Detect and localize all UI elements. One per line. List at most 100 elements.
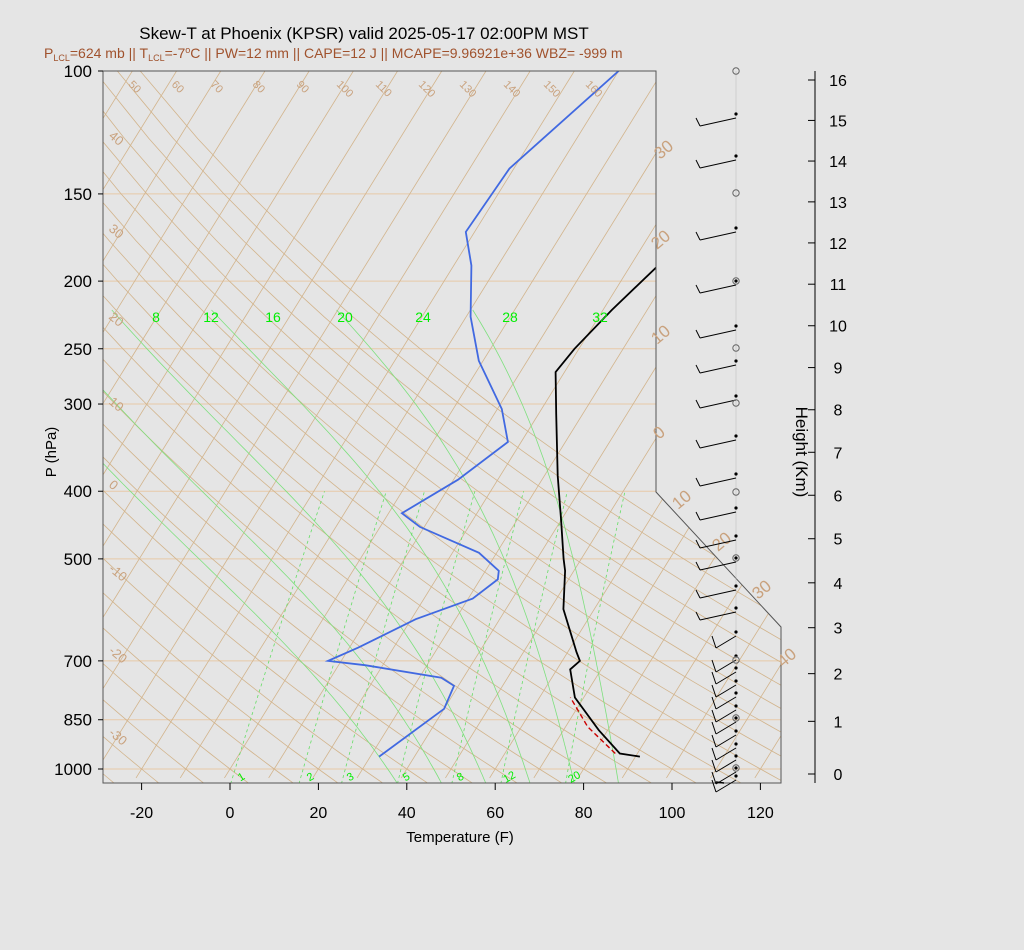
dry-adiabat <box>103 71 654 783</box>
wind-barb <box>699 284 737 294</box>
right-isotherm-label: 0 <box>649 422 668 443</box>
pressure-tick-label: 250 <box>64 340 92 359</box>
wind-barb-flag <box>711 759 717 773</box>
wind-barb-dot <box>734 716 738 720</box>
wind-barb-dot <box>734 394 738 398</box>
wind-calm-circle <box>732 656 740 664</box>
dry-adiabat <box>103 71 609 783</box>
mixing-ratio-label-top: 16 <box>265 309 281 325</box>
dry-adiabat <box>103 71 429 783</box>
pressure-tick-label: 850 <box>64 711 92 730</box>
dry-adiabat-label: 60 <box>169 79 186 96</box>
wind-barb <box>699 539 737 549</box>
wind-barb-flag <box>711 779 717 793</box>
temperature-tick-label: 60 <box>486 805 504 822</box>
isotherm-line <box>103 71 354 779</box>
dry-adiabat-label: 130 <box>457 79 478 100</box>
isotherm-line <box>621 71 781 779</box>
wind-barb-dot <box>734 279 738 283</box>
wind-barb <box>715 779 737 793</box>
wind-calm-circle <box>732 399 740 407</box>
wind-barb <box>715 635 737 649</box>
moist-adiabat <box>103 309 398 783</box>
isotherm-line <box>135 71 575 779</box>
wind-barb-flag <box>695 117 701 127</box>
isotherm-line <box>103 71 487 779</box>
isotherm-line <box>224 71 664 779</box>
wind-barb-flag <box>695 399 701 409</box>
wind-barb-flag <box>711 721 717 735</box>
wind-barb <box>699 589 737 599</box>
pressure-tick-label: 700 <box>64 652 92 671</box>
right-isotherm-label: 20 <box>708 528 735 555</box>
moist-adiabat <box>103 309 443 783</box>
height-tick-label: 12 <box>829 236 847 253</box>
dry-adiabat <box>103 71 743 783</box>
dry-adiabat-label: 140 <box>501 79 522 100</box>
isotherm-label: -30 <box>106 725 130 749</box>
right-isotherm-label: 40 <box>773 644 800 671</box>
isotherm-line <box>103 71 398 779</box>
wind-barb <box>699 439 737 449</box>
height-tick-label: 1 <box>834 714 843 731</box>
dry-adiabat <box>103 71 781 783</box>
mixing-ratio-label-top: 28 <box>502 309 518 325</box>
dry-adiabat <box>103 71 160 783</box>
dry-adiabat-label: 160 <box>583 79 604 100</box>
wind-barb-dot <box>734 359 738 363</box>
wind-barb-dot <box>734 154 738 158</box>
mixing-ratio-line <box>565 491 626 783</box>
wind-barb-flag <box>695 284 701 294</box>
wind-barbs <box>695 67 740 793</box>
wind-calm-circle <box>732 344 740 352</box>
chart-title: Skew-T at Phoenix (KPSR) valid 2025-05-1… <box>139 24 588 43</box>
wind-barb-flag <box>695 589 701 599</box>
moist-adiabat <box>211 309 531 783</box>
wind-barb-flag <box>711 696 717 710</box>
dry-adiabat <box>103 71 295 783</box>
right-isotherm-label: 30 <box>748 576 775 603</box>
isotherm-line <box>103 71 177 779</box>
dry-adiabat <box>103 71 474 783</box>
mixing-ratio-line <box>500 491 568 783</box>
dry-adiabat <box>103 71 564 783</box>
isotherm-line <box>103 71 531 779</box>
series-dewpoint-line <box>324 71 620 758</box>
dry-adiabat <box>103 71 205 783</box>
isotherm-label: 40 <box>106 128 127 149</box>
isotherm-line <box>103 71 310 779</box>
wind-barb <box>715 721 737 735</box>
mixing-ratio-label-bottom: 20 <box>566 769 583 786</box>
height-tick-label: 10 <box>829 319 847 336</box>
dry-adiabat-label: 70 <box>208 79 225 96</box>
wind-barb-flag <box>695 611 701 621</box>
height-tick-label: 5 <box>834 532 843 549</box>
dry-adiabat <box>103 71 698 783</box>
isotherm-line <box>445 71 781 779</box>
right-isotherm-label: 20 <box>647 226 674 253</box>
mixing-ratio-label-bottom: 5 <box>401 771 412 784</box>
subtitle-p-sub: LCL <box>53 53 70 63</box>
isotherm-line <box>533 71 781 779</box>
isotherm-line <box>268 71 708 779</box>
wind-barb <box>715 759 737 773</box>
wind-barb-dot <box>734 704 738 708</box>
height-tick-label: 13 <box>829 195 847 212</box>
wind-calm-circle <box>732 554 740 562</box>
mixing-ratio-label-bottom: 3 <box>345 771 356 784</box>
isotherm-line <box>103 71 443 779</box>
mixing-ratio-line <box>397 491 476 783</box>
moist-adiabat <box>336 309 575 783</box>
dry-adiabat <box>103 71 340 783</box>
dry-adiabat-label: 150 <box>541 79 562 100</box>
wind-barb-dot <box>734 226 738 230</box>
wind-barb-flag <box>711 671 717 685</box>
wind-barb-dot <box>734 112 738 116</box>
wind-barb-dot <box>734 774 738 778</box>
isotherm-line <box>103 71 222 779</box>
isotherm-label: 0 <box>106 477 121 493</box>
wind-barb <box>699 399 737 409</box>
height-tick-label: 8 <box>834 403 843 420</box>
subtitle-t: T <box>140 45 149 61</box>
subtitle-p: P <box>44 45 53 61</box>
